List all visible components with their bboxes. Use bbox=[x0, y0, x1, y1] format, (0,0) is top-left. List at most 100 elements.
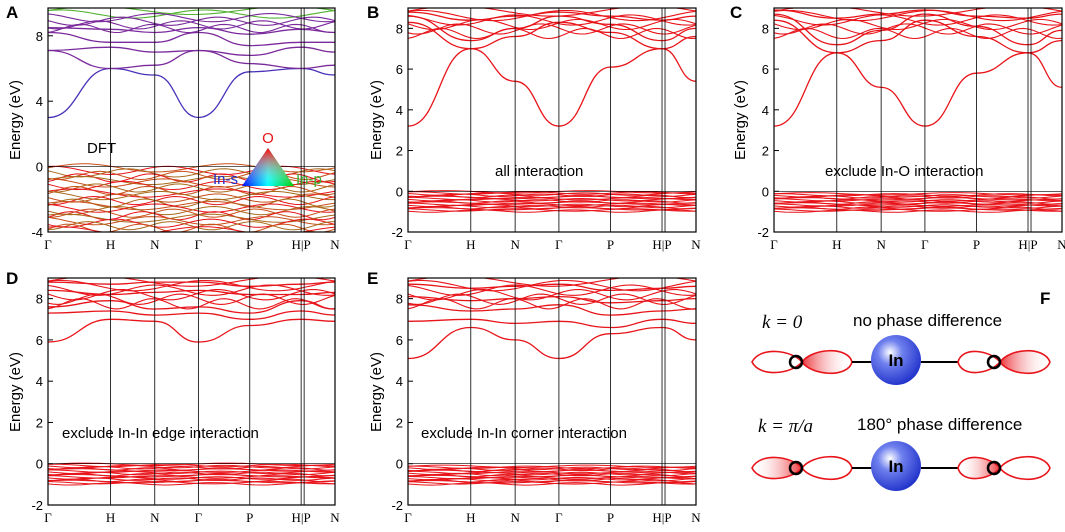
xtick-label-b-5: H|P bbox=[652, 237, 671, 252]
panel-b: B Energy (eV) all interaction bbox=[367, 3, 583, 180]
xtick-label-c-6: N bbox=[1057, 237, 1065, 252]
valence-band-d-9 bbox=[48, 471, 335, 476]
ytick-label-d-3: 4 bbox=[36, 374, 43, 389]
valence-band-d-18 bbox=[48, 482, 335, 486]
valence-band-b-18 bbox=[408, 209, 696, 213]
valence-band-a-26 bbox=[48, 226, 335, 232]
xtick-label-e-5: H|P bbox=[652, 510, 671, 525]
row1-orbital-chain: In bbox=[751, 335, 1051, 385]
ytick-label-b-3: 4 bbox=[396, 103, 403, 118]
upper-band-c-5 bbox=[774, 23, 1062, 35]
valence-band-a-1 bbox=[48, 163, 335, 173]
ytick-label-e-1: 0 bbox=[396, 457, 403, 472]
band-e-3 bbox=[408, 304, 696, 316]
axes-frame-d bbox=[47, 277, 336, 506]
xtick-label-d-6: N bbox=[330, 510, 340, 525]
panel-e-ylabel: Energy (eV) bbox=[368, 352, 385, 432]
ytick-label-a-3: 8 bbox=[36, 29, 43, 44]
panel-label-e: E bbox=[367, 269, 378, 288]
ytick-label-e-4: 6 bbox=[396, 333, 403, 348]
xtick-label-d-2: N bbox=[150, 510, 160, 525]
panel-c-ylabel: Energy (eV) bbox=[732, 80, 749, 160]
row2-left-lobe-right bbox=[801, 456, 853, 480]
ytick-label-e-5: 8 bbox=[396, 292, 403, 307]
row1-right-o-atom bbox=[986, 354, 1002, 370]
xtick-label-a-5: H|P bbox=[292, 237, 311, 252]
upper-band-a-6 bbox=[48, 23, 335, 34]
panel-a-annotation: DFT bbox=[87, 140, 116, 157]
upper-band-c-1 bbox=[774, 8, 1062, 17]
xtick-label-b-2: N bbox=[510, 237, 520, 252]
xtick-label-d-5: H|P bbox=[292, 510, 311, 525]
band-a-1 bbox=[48, 67, 335, 119]
band-b-1 bbox=[408, 48, 696, 127]
band-e-2 bbox=[408, 318, 696, 329]
ytick-label-c-4: 6 bbox=[762, 62, 769, 77]
xtick-label-c-2: N bbox=[876, 237, 886, 252]
xtick-label-b-1: H bbox=[466, 237, 475, 252]
upper-band-e-1 bbox=[408, 278, 696, 287]
panel-b-ylabel: Energy (eV) bbox=[368, 80, 385, 160]
panel-d-annotation: exclude In-In edge interaction bbox=[62, 425, 259, 442]
xtick-label-a-6: N bbox=[330, 237, 340, 252]
valence-band-a-17 bbox=[48, 203, 335, 213]
ytick-label-d-0: -2 bbox=[31, 498, 43, 513]
xtick-label-d-0: Γ bbox=[44, 510, 52, 525]
ytick-label-b-0: -2 bbox=[391, 225, 403, 240]
valence-band-c-1 bbox=[774, 192, 1062, 196]
xtick-label-b-6: N bbox=[691, 237, 701, 252]
upper-band-a-2 bbox=[48, 9, 335, 19]
chart-a-plot: -4 0 4 8 Γ H N Γ P H|P N bbox=[31, 7, 340, 252]
ytick-label-b-1: 0 bbox=[396, 184, 403, 199]
valence-band-e-18 bbox=[408, 482, 696, 486]
valence-band-e-14 bbox=[408, 477, 696, 482]
upper-band-d-2 bbox=[48, 279, 335, 292]
valence-band-b-9 bbox=[408, 199, 696, 203]
valence-band-d-6 bbox=[48, 468, 335, 472]
panel-label-b: B bbox=[367, 3, 379, 22]
axes-frame-a bbox=[47, 7, 336, 233]
valence-band-b-11 bbox=[408, 201, 696, 205]
row2-right-o-atom bbox=[986, 460, 1002, 476]
panel-d: D Energy (eV) exclude In-In edge interac… bbox=[6, 269, 259, 442]
upper-band-b-6 bbox=[408, 27, 696, 40]
xtick-label-e-1: H bbox=[466, 510, 475, 525]
valence-band-e-16 bbox=[408, 480, 696, 484]
valence-band-a-22 bbox=[48, 216, 335, 226]
valence-band-a-18 bbox=[48, 205, 335, 216]
xtick-label-b-3: Γ bbox=[555, 237, 563, 252]
valence-band-c-9 bbox=[774, 200, 1062, 204]
valence-band-e-1 bbox=[408, 464, 696, 468]
row2-left-lobe-left bbox=[751, 456, 804, 480]
legend-in-s: In-s bbox=[213, 171, 238, 188]
orbital-legend: O In-s In-p bbox=[213, 130, 322, 188]
bands-e bbox=[408, 278, 696, 486]
legend-o: O bbox=[262, 130, 274, 147]
xtick-label-c-0: Γ bbox=[770, 237, 778, 252]
ytick-label-c-2: 2 bbox=[762, 144, 769, 159]
valence-band-e-9 bbox=[408, 472, 696, 477]
upper-band-a-5 bbox=[48, 20, 335, 30]
panel-label-d: D bbox=[6, 269, 18, 288]
row2-orbital-chain: In bbox=[751, 441, 1051, 491]
panel-label-f: F bbox=[1040, 289, 1050, 308]
row2-right-lobe-right bbox=[999, 456, 1051, 480]
valence-band-a-15 bbox=[48, 198, 335, 208]
valence-band-b-1 bbox=[408, 190, 696, 194]
xtick-label-e-4: P bbox=[607, 510, 614, 525]
xtick-label-e-0: Γ bbox=[404, 510, 412, 525]
band-a-4 bbox=[48, 31, 335, 47]
valence-band-e-6 bbox=[408, 469, 696, 474]
chart-e-plot: -2 0 2 4 6 8 Γ H N Γ P H|P N bbox=[391, 277, 701, 525]
upper-band-e-5 bbox=[408, 293, 696, 305]
row2-right-lobe-left bbox=[957, 456, 1002, 480]
xtick-label-c-4: P bbox=[973, 237, 980, 252]
bands-b bbox=[408, 8, 696, 213]
xtick-label-e-3: Γ bbox=[555, 510, 563, 525]
valence-band-a-13 bbox=[48, 193, 335, 203]
ytick-label-e-0: -2 bbox=[391, 498, 403, 513]
ytick-label-c-5: 8 bbox=[762, 21, 769, 36]
chart-c-plot: -2 0 2 4 6 8 Γ H N Γ P H|P N bbox=[757, 7, 1065, 252]
valence-band-b-14 bbox=[408, 204, 696, 209]
xtick-label-a-0: Γ bbox=[44, 237, 52, 252]
